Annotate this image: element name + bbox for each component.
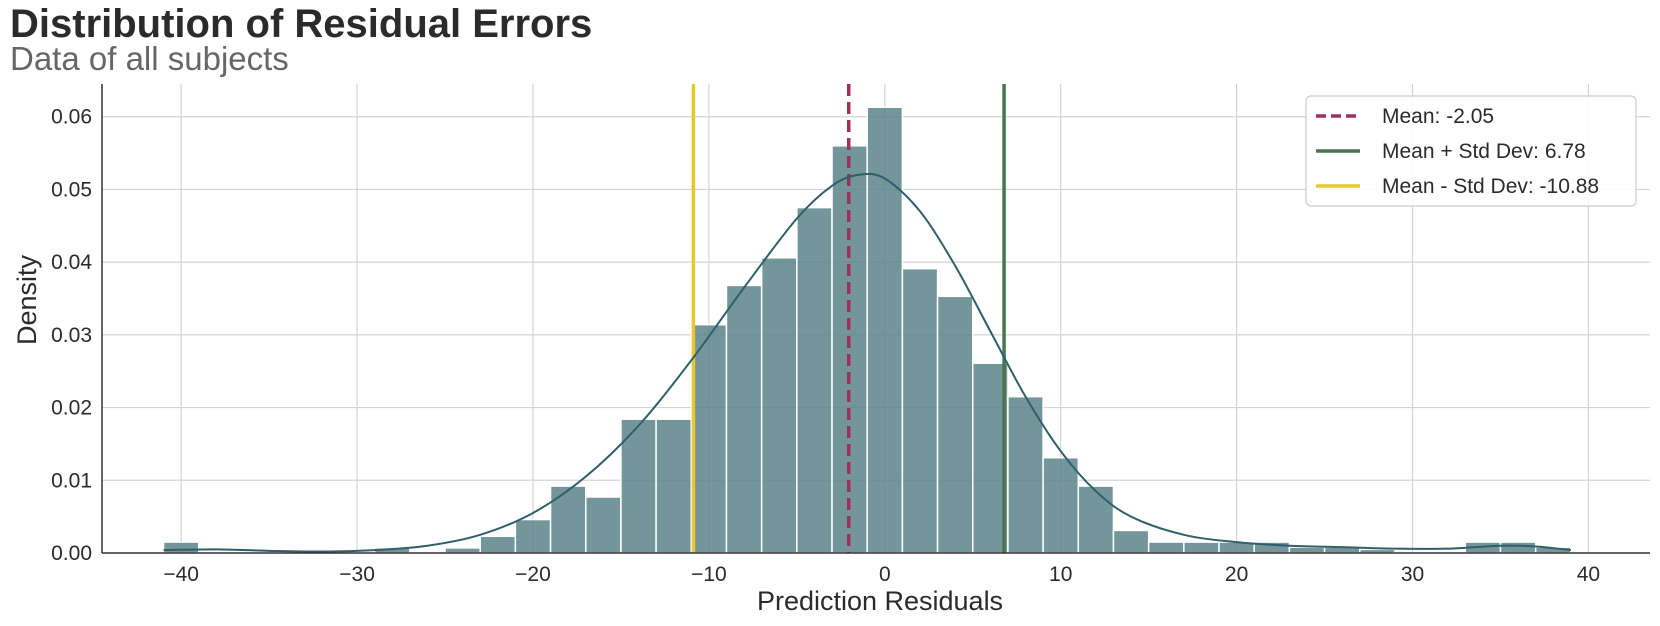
histogram-bar [514, 518, 552, 554]
histogram-bar [796, 206, 833, 554]
histogram-bar [972, 362, 1009, 554]
y-axis-label: Density [12, 254, 42, 345]
x-tick-label: 10 [1049, 563, 1072, 586]
histogram-bar [1112, 529, 1150, 554]
y-tick-label: 0.03 [51, 324, 92, 347]
histogram-bar [162, 541, 200, 554]
reference-lines [691, 84, 1006, 553]
axes [101, 84, 1650, 554]
histogram-bar [444, 547, 481, 554]
y-tick-label: 0.05 [51, 178, 92, 201]
y-tick-labels: 0.00 0.01 0.02 0.03 0.04 0.05 0.06 [51, 106, 92, 565]
histogram-bar [620, 418, 657, 554]
histogram-bar [585, 496, 622, 554]
x-axis-label: Prediction Residuals [757, 586, 1003, 616]
chart-subtitle: Data of all subjects [10, 40, 289, 77]
histogram-bar [1042, 456, 1080, 554]
legend-label: Mean: -2.05 [1382, 105, 1494, 128]
histogram-bar [725, 284, 763, 554]
x-tick-label: −40 [163, 563, 199, 586]
histogram-bar [936, 295, 974, 554]
histogram-bar [479, 535, 517, 554]
x-tick-label: 30 [1401, 563, 1424, 586]
kde-curve [163, 172, 1571, 553]
histogram-bar [760, 257, 798, 554]
histogram-bar [549, 485, 587, 554]
x-tick-label: 20 [1225, 563, 1248, 586]
legend-label: Mean + Std Dev: 6.78 [1382, 140, 1586, 163]
x-tick-label: 0 [879, 563, 891, 586]
histogram-bar [901, 267, 939, 554]
x-tick-label: −10 [691, 563, 727, 586]
histogram-bar [655, 418, 693, 554]
chart-title: Distribution of Residual Errors [10, 2, 593, 46]
histogram-bar [1147, 541, 1185, 554]
y-tick-label: 0.01 [51, 469, 92, 492]
y-tick-label: 0.06 [51, 106, 92, 129]
histogram-bar [1183, 541, 1220, 554]
legend-label: Mean - Std Dev: -10.88 [1382, 175, 1599, 198]
histogram-bar [1288, 546, 1326, 554]
histogram-bar [1007, 395, 1044, 554]
y-tick-label: 0.02 [51, 397, 92, 420]
x-tick-label: 40 [1577, 563, 1600, 586]
x-tick-labels: −40 −30 −20 −10 0 10 20 30 40 [163, 563, 1600, 586]
x-tick-label: −30 [339, 563, 375, 586]
y-tick-label: 0.04 [51, 251, 92, 274]
histogram-bar [1499, 541, 1537, 554]
legend: Mean: -2.05 Mean + Std Dev: 6.78 Mean - St… [1305, 95, 1637, 207]
histogram-bar [690, 323, 728, 554]
y-tick-label: 0.00 [51, 542, 92, 565]
legend-box [1305, 95, 1637, 207]
histogram-bar [1077, 485, 1115, 554]
x-tick-label: −20 [515, 563, 551, 586]
